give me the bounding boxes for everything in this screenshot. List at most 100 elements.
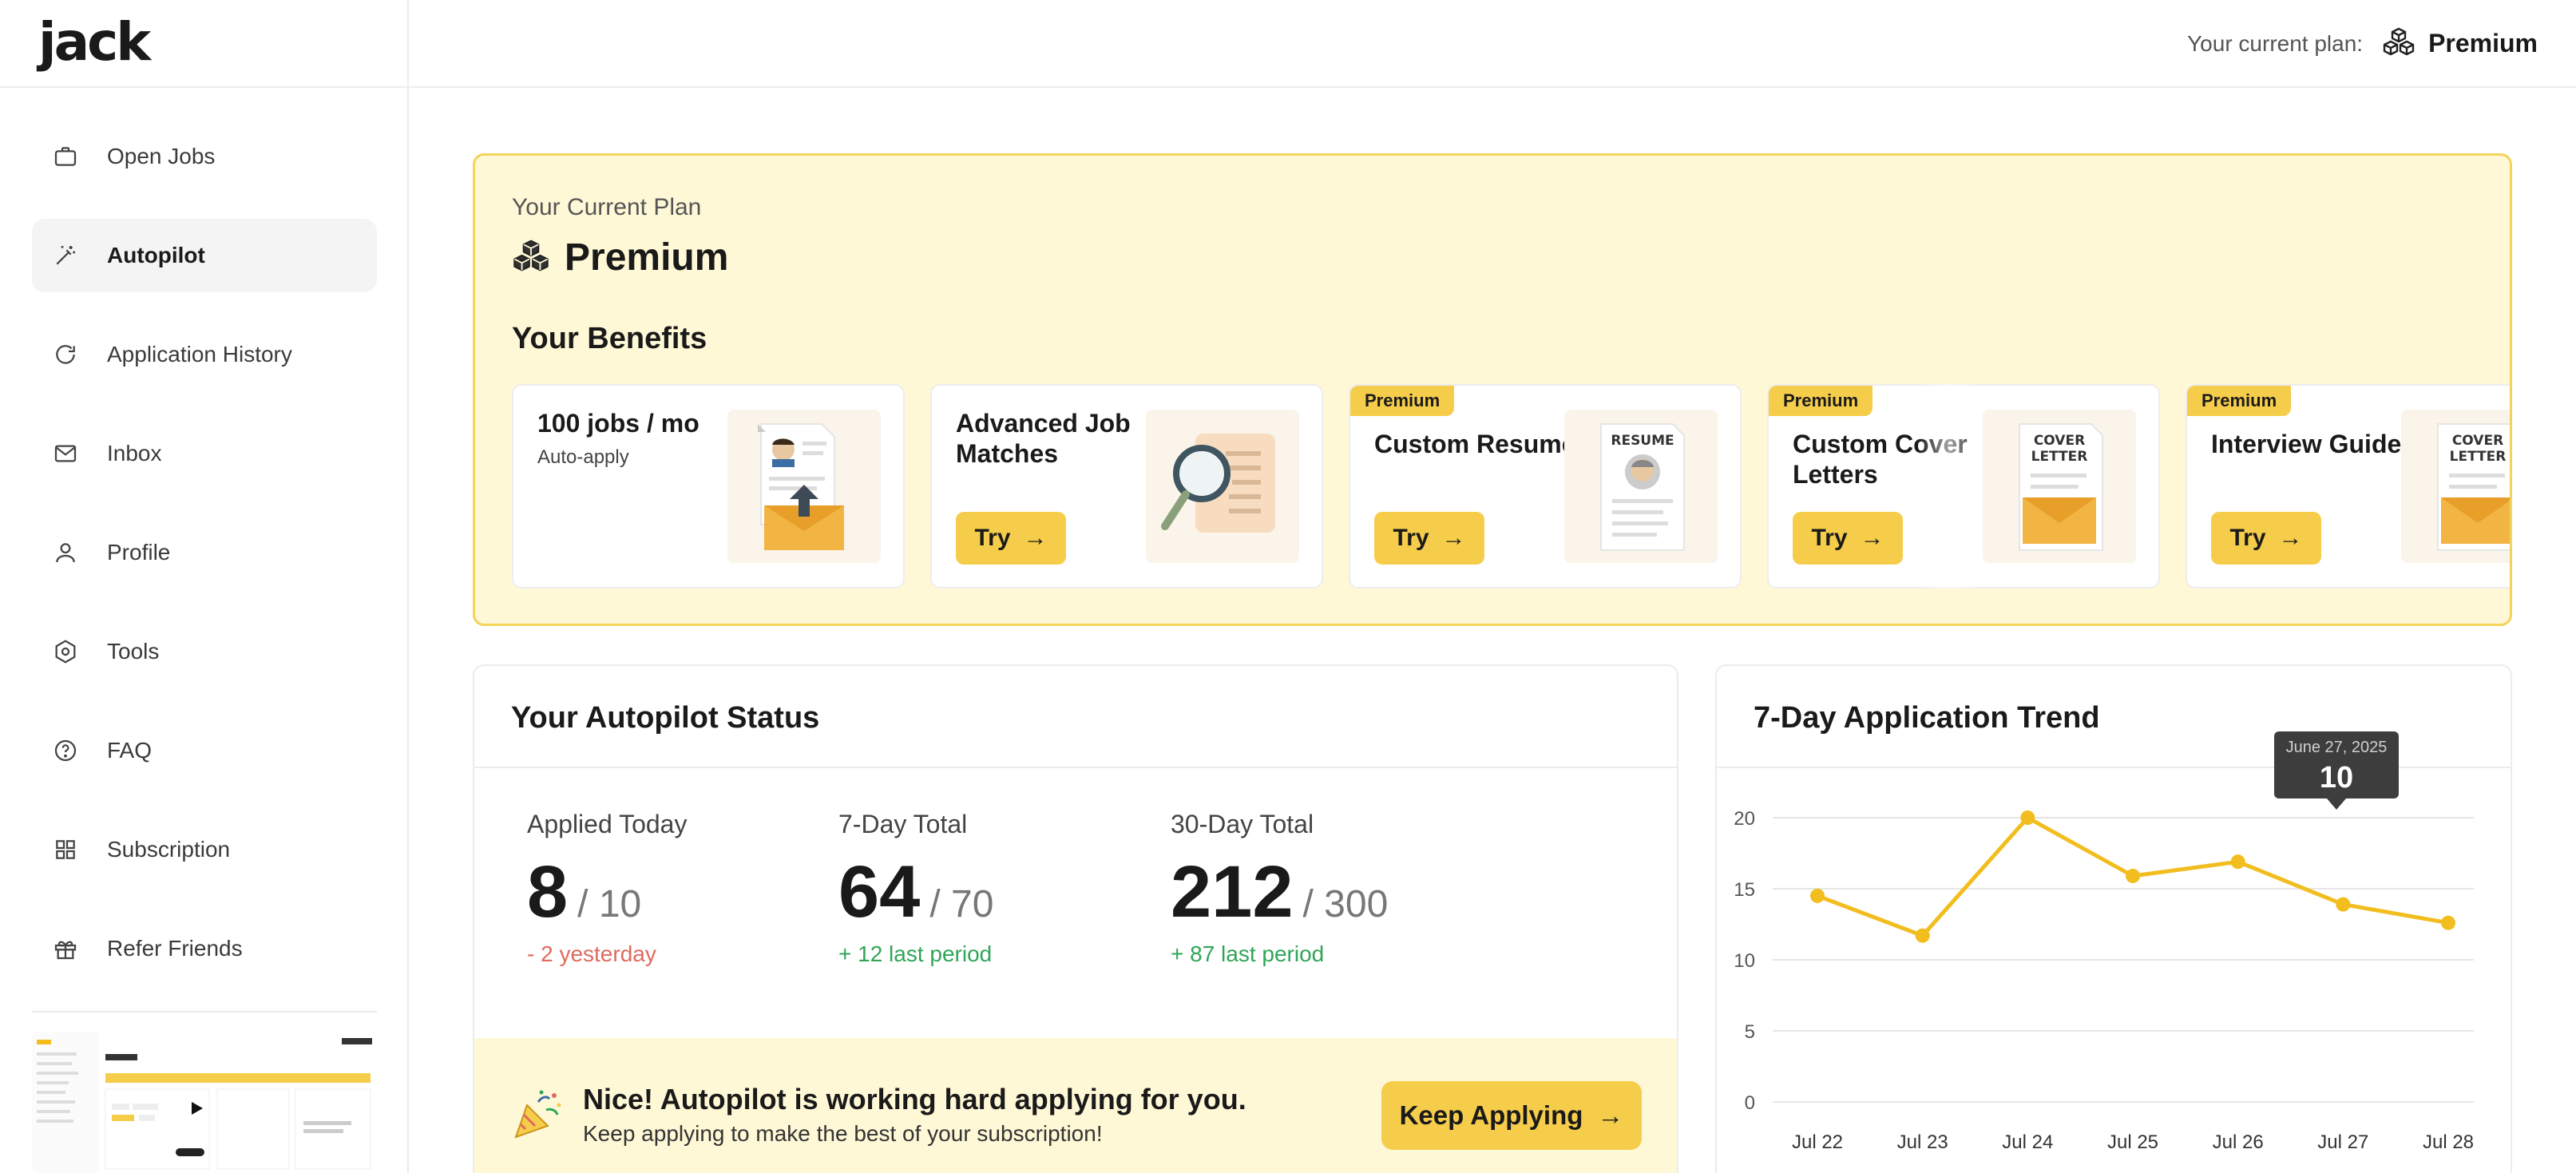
premium-badge: Premium (1350, 386, 1455, 416)
sidebar-item-inbox[interactable]: Inbox (32, 417, 377, 490)
sidebar-item-autopilot[interactable]: Autopilot (32, 219, 377, 292)
benefit-card-title: Interview Guide (2211, 430, 2402, 458)
stat-applied-today: Applied Today 8 / 10 - 2 yesterday (527, 810, 687, 967)
current-plan-label: Your current plan: (2187, 30, 2364, 56)
data-point (2126, 868, 2140, 883)
benefit-card-jobs[interactable]: 100 jobs / mo Auto-apply (512, 384, 905, 588)
stat-main-value: 8 (527, 851, 569, 933)
current-plan-indicator[interactable]: Your current plan: Premium (2187, 27, 2538, 60)
benefit-card-title: 100 jobs / mo (537, 409, 699, 438)
top-bar: Your current plan: Premium (409, 0, 2576, 88)
try-custom-resume-button[interactable]: Try → (1374, 512, 1484, 565)
sidebar-item-profile[interactable]: Profile (32, 516, 377, 589)
sidebar-item-label: Inbox (107, 441, 162, 466)
plan-name: Premium (512, 236, 728, 279)
data-point (1915, 928, 1930, 943)
x-tick-label: Jul 22 (1792, 1131, 1843, 1153)
sidebar-item-tools[interactable]: Tools (32, 615, 377, 688)
y-tick-label: 15 (1734, 879, 1755, 901)
briefcase-icon (53, 144, 78, 169)
stat-value: 212 / 300 (1171, 854, 1388, 930)
x-tick-label: Jul 25 (2107, 1131, 2158, 1153)
party-popper-icon (509, 1086, 565, 1146)
benefit-cards: 100 jobs / mo Auto-apply Advanced Job Ma… (512, 384, 2510, 588)
data-point (2336, 897, 2351, 912)
benefit-card-title: Custom Resume (1374, 430, 1576, 458)
autopilot-status-panel: Your Autopilot Status Applied Today 8 / … (473, 664, 1678, 1173)
benefit-card-custom-resume[interactable]: Premium Custom Resume Try → RESUME (1349, 384, 1742, 588)
data-point (2020, 810, 2035, 825)
cubes-icon (512, 239, 550, 276)
help-circle-icon (53, 738, 78, 763)
sidebar-divider (32, 1011, 377, 1013)
keep-applying-button[interactable]: Keep Applying → (1381, 1081, 1642, 1150)
sidebar-item-application-history[interactable]: Application History (32, 318, 377, 391)
stat-value: 64 / 70 (838, 854, 993, 930)
x-tick-label: Jul 24 (2002, 1131, 2053, 1153)
magic-wand-icon (53, 243, 78, 268)
try-job-matches-button[interactable]: Try → (956, 512, 1066, 565)
arrow-right-icon: → (1023, 525, 1048, 551)
sidebar-item-label: Tools (107, 639, 160, 664)
user-icon (53, 540, 78, 565)
plan-name-text: Premium (565, 236, 729, 279)
stat-main-value: 212 (1171, 851, 1294, 933)
x-tick-label: Jul 28 (2423, 1131, 2474, 1153)
cover-letter-illustration: COVER LETTER (1983, 410, 2136, 563)
sidebar-item-subscription[interactable]: Subscription (32, 813, 377, 886)
try-cover-letters-button[interactable]: Try → (1793, 512, 1903, 565)
sidebar-item-faq[interactable]: FAQ (32, 714, 377, 787)
arrow-right-icon: → (1441, 525, 1466, 551)
y-tick-label: 5 (1745, 1021, 1755, 1043)
app-logo[interactable]: jack (38, 11, 151, 73)
resume-doc-label: RESUME (1611, 433, 1674, 449)
y-tick-label: 10 (1734, 950, 1755, 972)
try-button-label: Try (1393, 525, 1429, 551)
cover-letter-illustration: COVER LETTER (2401, 410, 2510, 563)
cubes-icon (2382, 27, 2415, 60)
current-plan-panel: Your Current Plan Premium Your Benefits … (473, 153, 2512, 626)
sidebar-item-label: Open Jobs (107, 144, 216, 168)
tooltip-value: 10 (2320, 761, 2353, 795)
sidebar: jack Open Jobs Autopilot Application His… (0, 0, 409, 1173)
sidebar-item-label: Profile (107, 540, 171, 565)
cover-doc-label-1: COVER (2034, 433, 2085, 449)
footer-title: Nice! Autopilot is working hard applying… (583, 1083, 1246, 1116)
trend-line-chart[interactable]: 0 5 10 15 20 Jul 22 Jul 23 Jul 24 Jul 25 Jul 26 Ju… (1717, 666, 2512, 1173)
status-header: Your Autopilot Status (474, 666, 1677, 768)
application-trend-panel: 7-Day Application Trend 0 5 10 15 20 Jul 22 Ju… (1715, 664, 2512, 1173)
stat-delta: - 2 yesterday (527, 941, 656, 966)
sidebar-item-refer-friends[interactable]: Refer Friends (32, 912, 377, 985)
chart-tooltip (2274, 731, 2399, 799)
data-point (2230, 854, 2245, 870)
data-point (1810, 888, 1825, 903)
arrow-right-icon: → (1860, 525, 1884, 551)
sidebar-item-label: Subscription (107, 837, 231, 862)
mail-icon (53, 441, 78, 466)
benefit-card-interview-guide[interactable]: Premium Interview Guide Try → COVER LETTE… (2186, 384, 2510, 588)
stat-7-day-total: 7-Day Total 64 / 70 + 12 last period (838, 810, 993, 967)
status-footer-banner: Nice! Autopilot is working hard applying… (474, 1038, 1677, 1173)
stat-label: Applied Today (527, 810, 688, 838)
sidebar-item-label: Autopilot (107, 243, 205, 267)
data-point (2441, 915, 2455, 930)
try-interview-guide-button[interactable]: Try → (2211, 512, 2321, 565)
keep-applying-label: Keep Applying (1399, 1100, 1583, 1130)
arrow-right-icon: → (2278, 525, 2303, 551)
stat-main-value: 64 (838, 851, 921, 933)
current-plan-value: Premium (2428, 29, 2538, 57)
stat-max-value: / 300 (1302, 883, 1389, 925)
x-tick-label: Jul 23 (1897, 1131, 1948, 1153)
video-tutorial-thumbnail[interactable] (32, 1032, 377, 1173)
benefit-card-job-matches[interactable]: Advanced Job Matches Try → (930, 384, 1323, 588)
chart-tooltip-pointer (2327, 799, 2346, 810)
footer-subtitle: Keep applying to make the best of your s… (583, 1121, 1103, 1146)
benefits-title: Your Benefits (512, 322, 707, 355)
refresh-icon (53, 342, 78, 367)
stat-delta: + 12 last period (838, 941, 993, 966)
sidebar-item-open-jobs[interactable]: Open Jobs (32, 120, 377, 193)
trend-title: 7-Day Application Trend (1754, 701, 2100, 735)
resume-upload-envelope-illustration (727, 410, 881, 563)
cover-doc-label-1: COVER (2452, 433, 2503, 449)
try-button-label: Try (1811, 525, 1848, 551)
